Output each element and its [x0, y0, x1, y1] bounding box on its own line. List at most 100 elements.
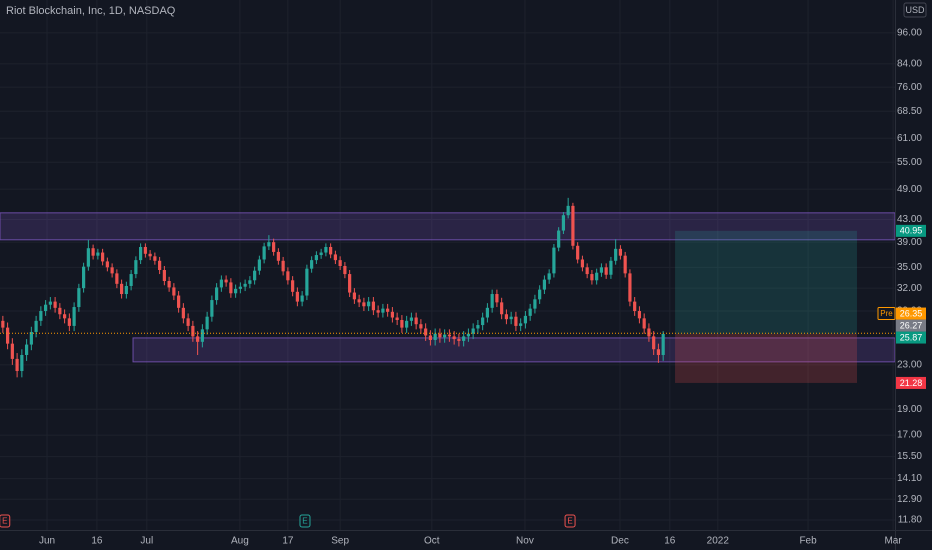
candle-body [219, 279, 223, 288]
candle-body [262, 246, 266, 260]
candle-body [67, 318, 71, 326]
x-tick-label: 16 [664, 536, 676, 547]
candle-body [566, 205, 570, 216]
candle-body [224, 279, 228, 283]
candle-body [29, 331, 33, 345]
candle-body [400, 320, 404, 328]
candle-body [590, 274, 594, 281]
candle-body [243, 283, 247, 287]
candle-body [6, 327, 10, 344]
candle-body [618, 248, 623, 256]
candle-body [585, 267, 589, 275]
candle-body [15, 358, 19, 372]
candle-body [500, 302, 504, 315]
candle-body [523, 315, 528, 324]
candle-body [72, 307, 76, 326]
candle-body [44, 304, 48, 312]
candle-body [196, 336, 200, 342]
x-tick-label: Dec [611, 536, 629, 547]
y-tick-label: 12.90 [897, 494, 922, 505]
x-tick-label: Nov [516, 536, 534, 547]
candle-body [48, 301, 52, 305]
x-tick-label: 17 [282, 536, 294, 547]
grid [0, 0, 895, 530]
event-marker [299, 514, 311, 528]
candle-body [153, 256, 157, 261]
candle-body [661, 333, 665, 355]
candle-body [395, 317, 399, 321]
candle-body [200, 329, 204, 342]
candle-body [547, 273, 551, 280]
candle-body [86, 248, 90, 267]
y-tick-label: 39.00 [897, 237, 922, 248]
y-tick-label: 76.00 [897, 82, 922, 93]
candle-body [390, 311, 394, 318]
candle-body [381, 308, 385, 313]
candle-body [343, 266, 347, 275]
price-label-box [896, 376, 926, 389]
candle-body [120, 283, 124, 295]
candle-body [414, 317, 418, 325]
x-tick-label: Mar [884, 536, 902, 547]
price-label: 26.35 [900, 308, 923, 318]
price-label-box [896, 224, 926, 237]
y-tick-label: 23.00 [897, 360, 922, 371]
candle-body [134, 260, 138, 275]
event-label: E [2, 517, 7, 526]
candle-body [215, 287, 219, 301]
candle-body [561, 215, 566, 231]
candle-body [39, 311, 43, 321]
candle-body [177, 295, 181, 308]
candle-body [310, 260, 314, 269]
y-tick-label: 61.00 [897, 133, 922, 144]
candle-body [542, 279, 547, 290]
currency: USD [905, 5, 925, 15]
candle-body [257, 259, 261, 271]
candle-body [115, 273, 119, 284]
price-label-box [896, 307, 926, 320]
candle-body [143, 246, 147, 254]
y-tick-label: 43.00 [897, 214, 922, 225]
currency-box[interactable] [903, 2, 927, 18]
candle-body [447, 334, 452, 337]
candle-body [167, 280, 171, 288]
x-tick-label: 16 [91, 536, 103, 547]
candle-body [20, 354, 24, 372]
candle-body [1, 320, 5, 328]
candle-body [557, 230, 561, 248]
candle-body [205, 316, 209, 330]
candle-body [614, 248, 618, 261]
candle-body [172, 287, 176, 296]
zone [0, 212, 896, 241]
candle-body [438, 333, 442, 338]
candle-body [376, 310, 380, 313]
y-tick-label: 32.00 [897, 283, 922, 294]
candle-body [580, 259, 585, 268]
candle-body [63, 314, 67, 319]
candle-body [295, 291, 299, 302]
candle-body [457, 339, 461, 341]
price-labels: 21.28 25.87 26.27 Pre 26.35 40.95 [0, 224, 926, 389]
candle-body [210, 300, 214, 317]
candle-body [267, 242, 271, 247]
candle-body [367, 301, 371, 307]
candle-body [253, 270, 257, 281]
price-tag: Pre [880, 309, 893, 318]
x-tick-label: Jul [140, 536, 153, 547]
y-tick-label: 68.50 [897, 106, 922, 117]
candle-body [158, 260, 162, 270]
candle-body [129, 274, 133, 286]
price-label: 25.87 [900, 332, 923, 342]
event-marker [0, 514, 11, 528]
y-tick-label: 19.00 [897, 404, 922, 415]
x-tick-label: Oct [424, 536, 440, 547]
candle-body [519, 323, 523, 326]
candle-body [181, 307, 185, 319]
x-tick-label: Aug [231, 536, 249, 547]
candle-body [300, 295, 304, 302]
candle-body [272, 242, 276, 252]
candle-body [276, 251, 280, 261]
price-label-box [896, 319, 926, 332]
